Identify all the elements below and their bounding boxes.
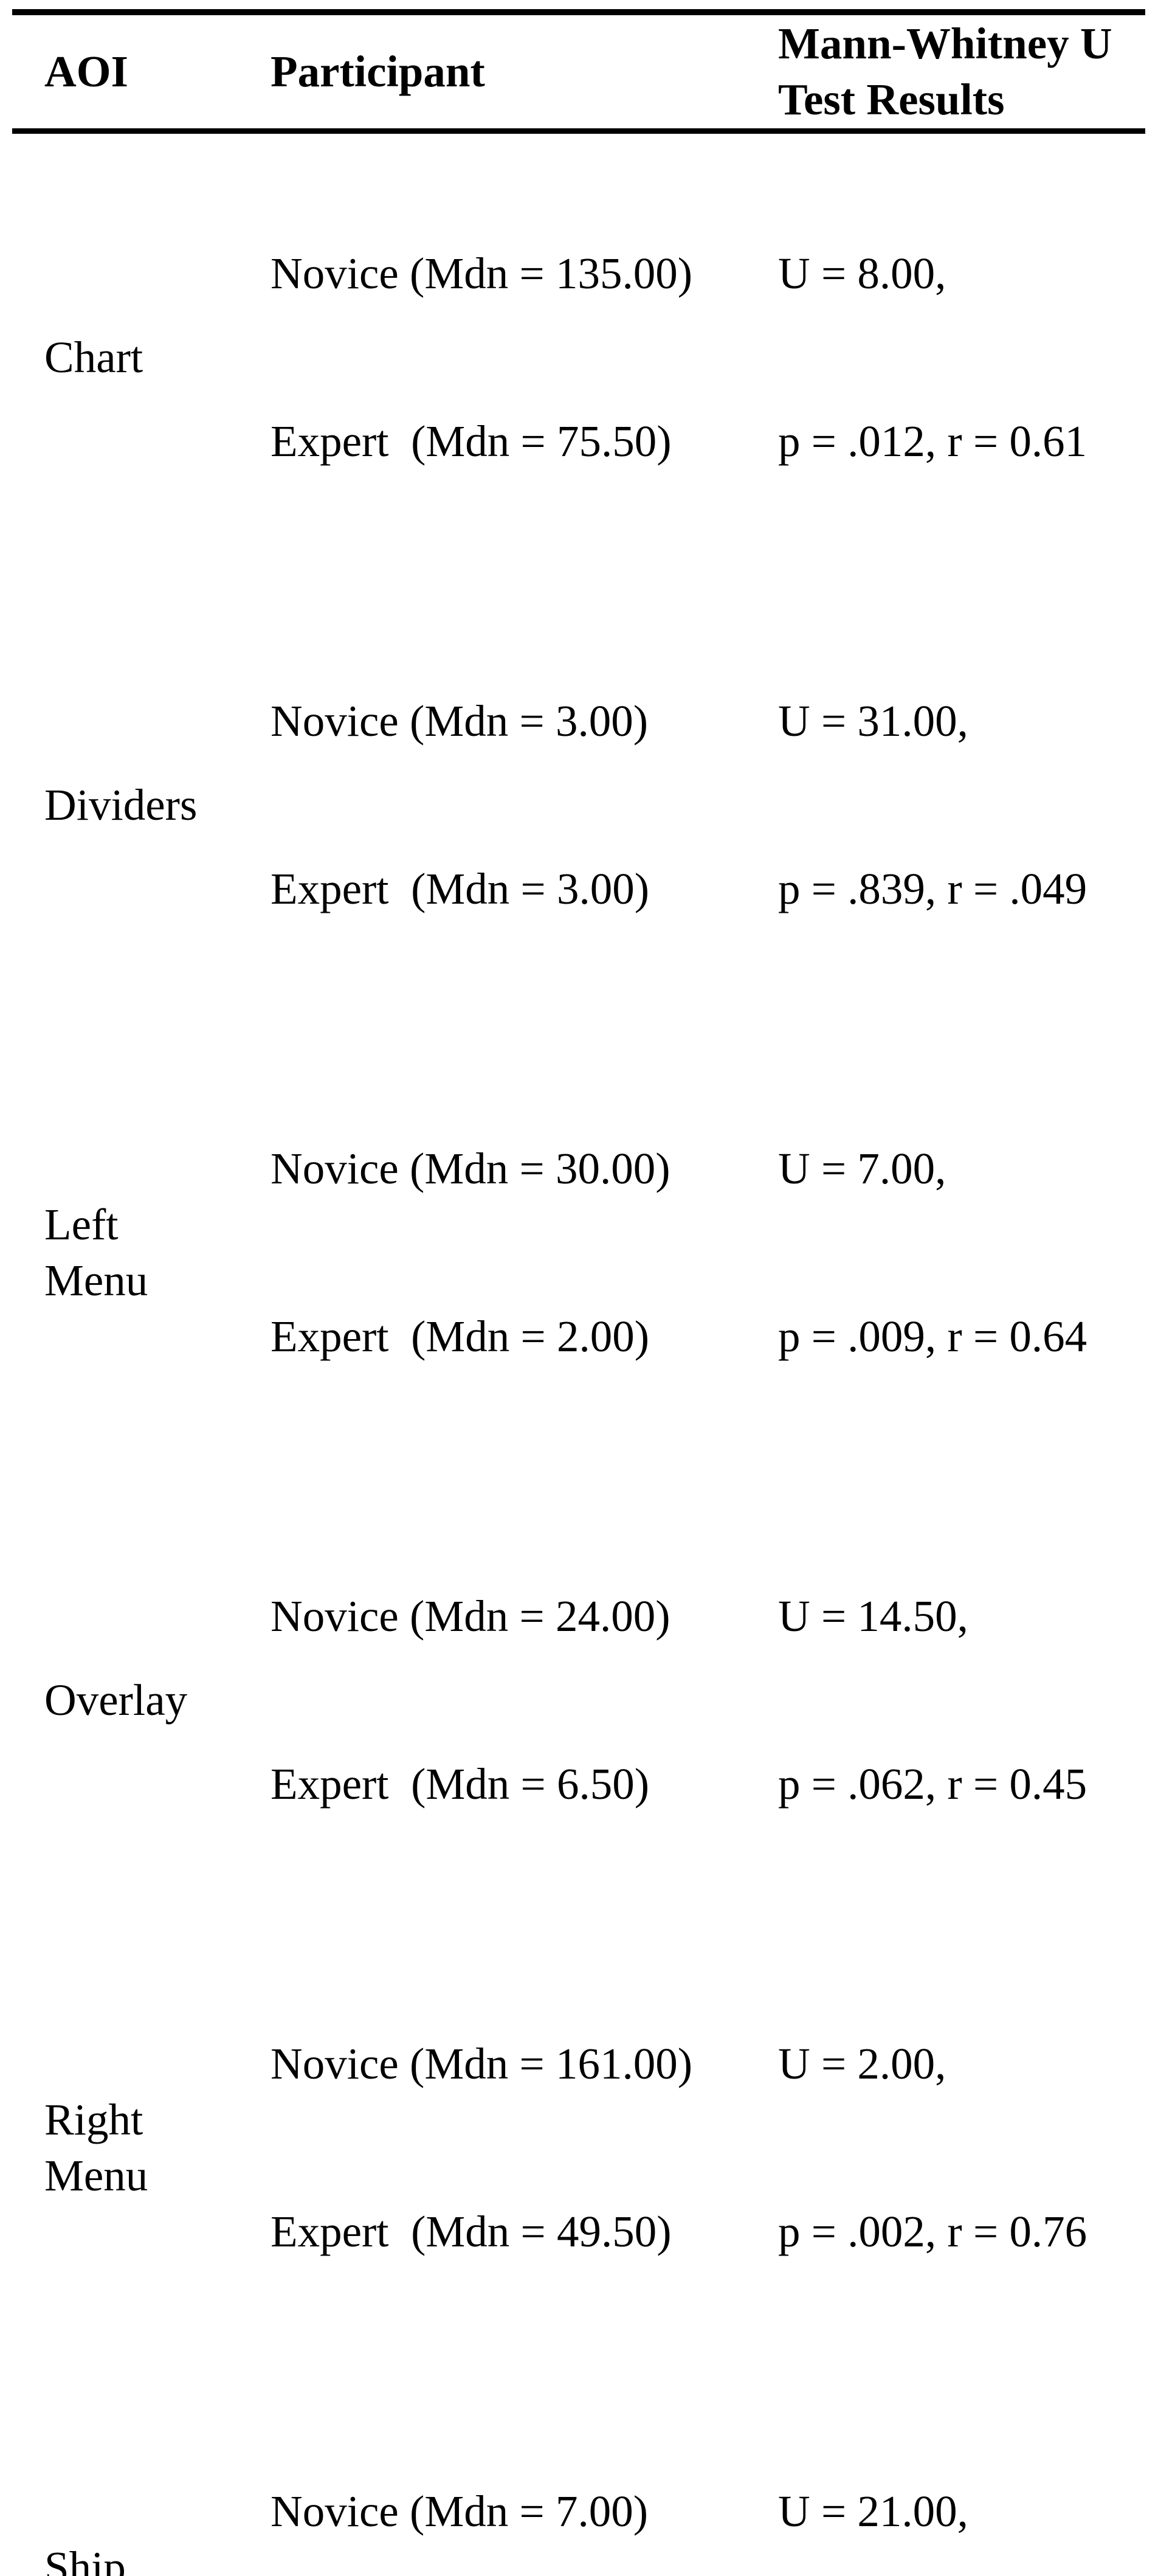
aoi-cell: Left Menu	[44, 1200, 148, 1305]
u-line: U = 2.00,	[778, 2039, 946, 2088]
mann-whitney-results-table: AOI Participant Mann-Whitney U Test Resu…	[12, 9, 1145, 2576]
expert-line: Expert (Mdn = 6.50)	[271, 1759, 650, 1809]
novice-line: Novice (Mdn = 7.00)	[271, 2487, 648, 2536]
participant-cell: Novice (Mdn = 30.00) Expert (Mdn = 2.00)	[271, 1029, 778, 1477]
novice-line: Novice (Mdn = 161.00)	[271, 2039, 692, 2088]
u-line: U = 21.00,	[778, 2487, 968, 2536]
results-table-container: AOI Participant Mann-Whitney U Test Resu…	[12, 9, 1145, 2576]
table-row: Ship Info Novice (Mdn = 7.00) Expert (Md…	[12, 2372, 1145, 2576]
aoi-cell: Dividers	[44, 780, 198, 829]
novice-line: Novice (Mdn = 30.00)	[271, 1144, 670, 1193]
table-row: Overlay Novice (Mdn = 24.00) Expert (Mdn…	[12, 1477, 1145, 1924]
participant-cell: Novice (Mdn = 24.00) Expert (Mdn = 6.50)	[271, 1477, 778, 1924]
expert-line: Expert (Mdn = 3.00)	[271, 864, 650, 913]
p-r-line: p = .012, r = 0.61	[778, 417, 1087, 466]
results-cell: U = 21.00, p = .221, r = 0.30	[778, 2372, 1145, 2576]
table-row: Dividers Novice (Mdn = 3.00) Expert (Mdn…	[12, 581, 1145, 1029]
participant-cell: Novice (Mdn = 161.00) Expert (Mdn = 49.5…	[271, 1924, 778, 2372]
results-cell: U = 2.00, p = .002, r = 0.76	[778, 1924, 1145, 2372]
results-cell: U = 8.00, p = .012, r = 0.61	[778, 131, 1145, 582]
participant-cell: Novice (Mdn = 7.00) Expert (Mdn = 1.00)	[271, 2372, 778, 2576]
table-row: Left Menu Novice (Mdn = 30.00) Expert (M…	[12, 1029, 1145, 1477]
novice-line: Novice (Mdn = 24.00)	[271, 1591, 670, 1641]
p-r-line: p = .002, r = 0.76	[778, 2207, 1087, 2256]
u-line: U = 31.00,	[778, 696, 968, 746]
expert-line: Expert (Mdn = 75.50)	[271, 417, 672, 466]
results-cell: U = 7.00, p = .009, r = 0.64	[778, 1029, 1145, 1477]
expert-line: Expert (Mdn = 2.00)	[271, 1312, 650, 1361]
aoi-cell: Ship Info	[44, 2543, 126, 2576]
p-r-line: p = .839, r = .049	[778, 864, 1087, 913]
aoi-cell: Right Menu	[44, 2095, 148, 2200]
participant-cell: Novice (Mdn = 135.00) Expert (Mdn = 75.5…	[271, 131, 778, 582]
aoi-cell: Chart	[44, 333, 143, 382]
aoi-cell: Overlay	[44, 1675, 188, 1725]
table-row: Right Menu Novice (Mdn = 161.00) Expert …	[12, 1924, 1145, 2372]
header-participant: Participant	[271, 12, 778, 134]
header-test-results: Mann-Whitney U Test Results	[778, 12, 1145, 134]
p-r-line: p = .062, r = 0.45	[778, 1759, 1087, 1809]
novice-line: Novice (Mdn = 135.00)	[271, 249, 692, 298]
p-r-line: p = .009, r = 0.64	[778, 1312, 1087, 1361]
novice-line: Novice (Mdn = 3.00)	[271, 696, 648, 746]
results-cell: U = 14.50, p = .062, r = 0.45	[778, 1477, 1145, 1924]
header-row: AOI Participant Mann-Whitney U Test Resu…	[12, 12, 1145, 134]
u-line: U = 7.00,	[778, 1144, 946, 1193]
participant-cell: Novice (Mdn = 3.00) Expert (Mdn = 3.00)	[271, 581, 778, 1029]
results-cell: U = 31.00, p = .839, r = .049	[778, 581, 1145, 1029]
u-line: U = 8.00,	[778, 249, 946, 298]
table-row: Chart Novice (Mdn = 135.00) Expert (Mdn …	[12, 131, 1145, 582]
header-aoi: AOI	[12, 12, 271, 134]
u-line: U = 14.50,	[778, 1591, 968, 1641]
expert-line: Expert (Mdn = 49.50)	[271, 2207, 672, 2256]
